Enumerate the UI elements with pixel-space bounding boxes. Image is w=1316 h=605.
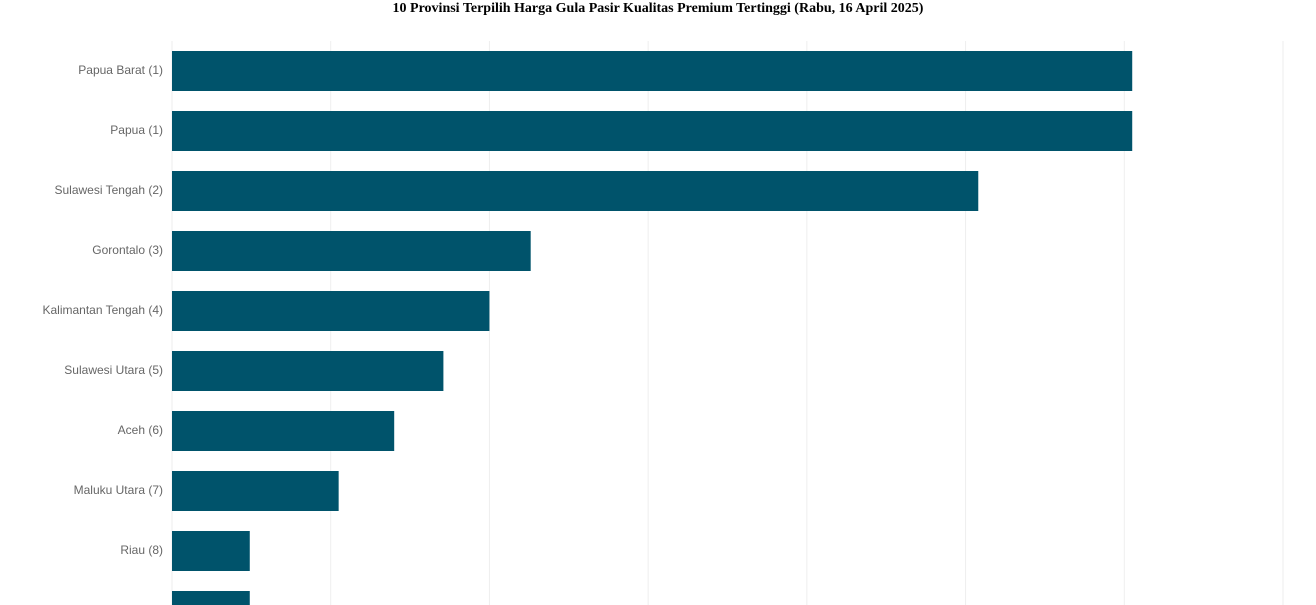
- y-tick-label: Sulawesi Tengah (2): [54, 183, 163, 197]
- bar: [172, 291, 490, 331]
- y-tick-label: Kalimantan Utara (8): [52, 603, 163, 605]
- bar: [172, 231, 531, 271]
- bar: [172, 171, 979, 211]
- y-tick-label: Gorontalo (3): [92, 243, 163, 257]
- y-tick-label: Aceh (6): [118, 423, 163, 437]
- chart-title: 10 Provinsi Terpilih Harga Gula Pasir Ku…: [393, 1, 924, 16]
- y-tick-label: Riau (8): [120, 543, 163, 557]
- bar: [172, 591, 250, 605]
- bar: [172, 111, 1133, 151]
- y-tick-label: Papua (1): [110, 123, 163, 137]
- y-tick-label: Papua Barat (1): [78, 63, 163, 77]
- y-tick-label: Maluku Utara (7): [74, 483, 163, 497]
- bar: [172, 471, 339, 511]
- y-tick-label: Sulawesi Utara (5): [64, 363, 163, 377]
- bar: [172, 531, 250, 571]
- bar: [172, 351, 444, 391]
- bar: [172, 411, 395, 451]
- bar: [172, 51, 1133, 91]
- y-tick-label: Kalimantan Tengah (4): [42, 303, 163, 317]
